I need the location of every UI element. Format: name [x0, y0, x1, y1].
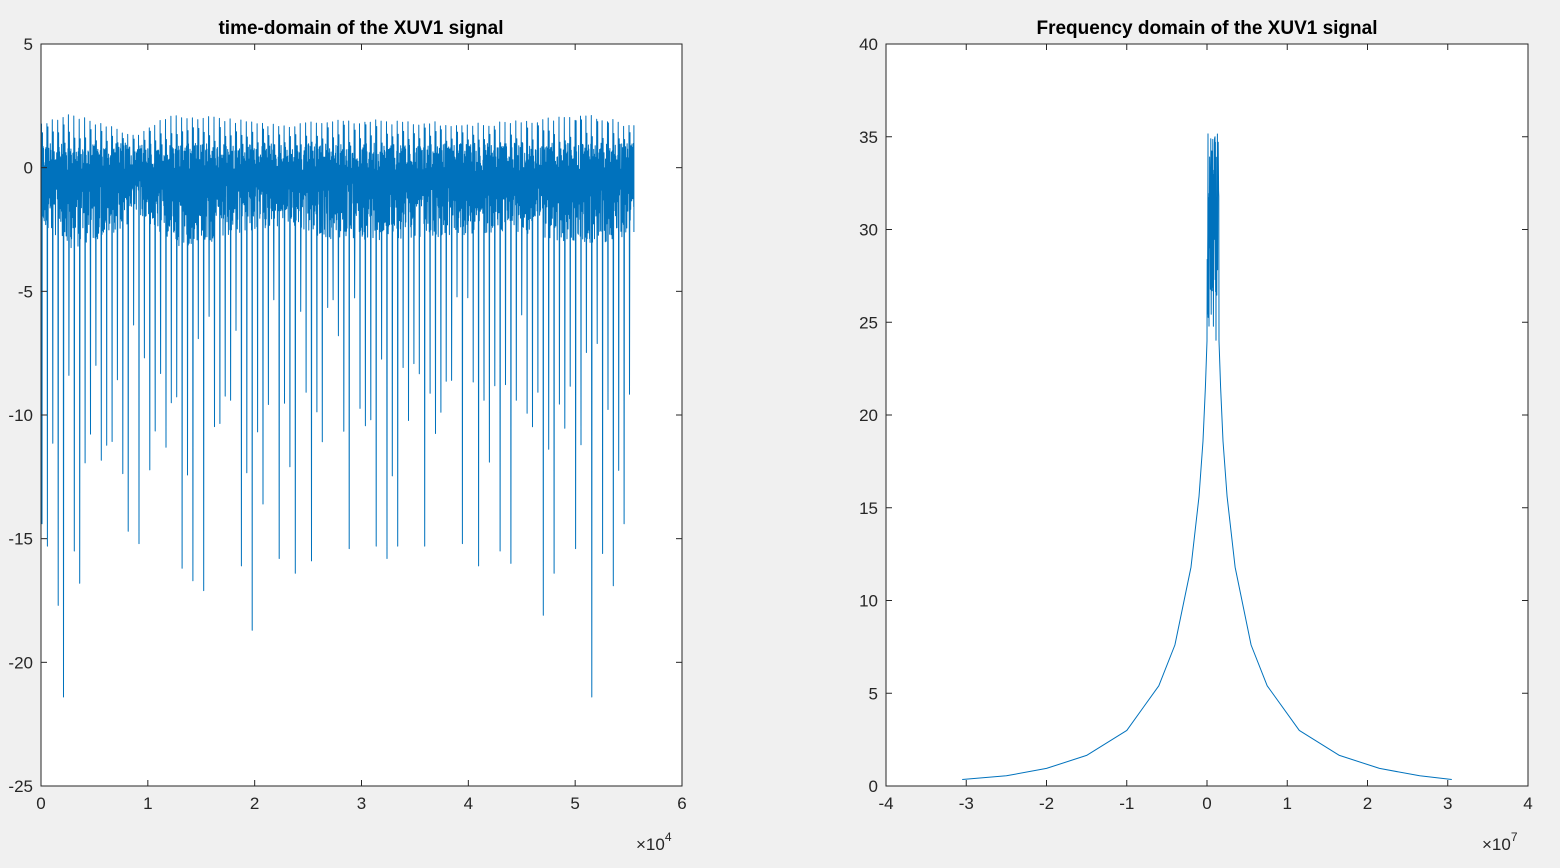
y-tick-label: -10: [8, 406, 33, 425]
x-tick-label: 5: [570, 794, 579, 813]
y-tick-label: 20: [859, 406, 878, 425]
x-tick-label: 3: [357, 794, 366, 813]
x-exponent-power: 7: [1511, 830, 1518, 844]
y-tick-label: 40: [859, 35, 878, 54]
x-exponent-power: 4: [665, 830, 672, 844]
x-exponent-base: ×10: [636, 835, 665, 854]
y-tick-label: 5: [869, 684, 878, 703]
x-tick-label: 2: [250, 794, 259, 813]
y-tick-label: -20: [8, 653, 33, 672]
x-tick-label: -1: [1119, 794, 1134, 813]
x-tick-label: 3: [1443, 794, 1452, 813]
y-tick-label: -5: [18, 282, 33, 301]
time-domain-signal: [40, 114, 635, 698]
x-tick-label: 1: [1283, 794, 1292, 813]
y-tick-label: 35: [859, 128, 878, 147]
x-tick-label: -2: [1039, 794, 1054, 813]
plot-area: [886, 44, 1528, 786]
x-tick-label: 0: [36, 794, 45, 813]
x-exponent-base: ×10: [1482, 835, 1511, 854]
time-domain-axes: time-domain of the XUV1 signal 0 1 2 3 4 5 6 -2…: [8, 18, 686, 854]
x-tick-label: -4: [878, 794, 893, 813]
x-exponent-label: ×107: [1482, 830, 1518, 854]
x-tick-label: 0: [1202, 794, 1211, 813]
y-tick-label: -25: [8, 777, 33, 796]
x-exponent-label: ×104: [636, 830, 672, 854]
y-tick-label: 0: [869, 777, 878, 796]
y-tick-label: 30: [859, 221, 878, 240]
y-tick-label: 25: [859, 313, 878, 332]
time-domain-title: time-domain of the XUV1 signal: [218, 18, 503, 39]
x-tick-label: 2: [1363, 794, 1372, 813]
frequency-spectrum-line: [962, 133, 1452, 780]
x-tick-label: 1: [143, 794, 152, 813]
frequency-domain-title: Frequency domain of the XUV1 signal: [1036, 18, 1377, 39]
y-tick-label: 10: [859, 592, 878, 611]
y-tick-label: 0: [24, 159, 33, 178]
x-tick-label: 4: [464, 794, 473, 813]
x-tick-label: 4: [1523, 794, 1532, 813]
x-tick-label: 6: [677, 794, 686, 813]
y-tick-label: 15: [859, 499, 878, 518]
y-tick-label: 5: [24, 35, 33, 54]
y-tick-label: -15: [8, 530, 33, 549]
frequency-domain-axes: Frequency domain of the XUV1 signal -4 -3…: [859, 18, 1533, 854]
x-tick-label: -3: [959, 794, 974, 813]
